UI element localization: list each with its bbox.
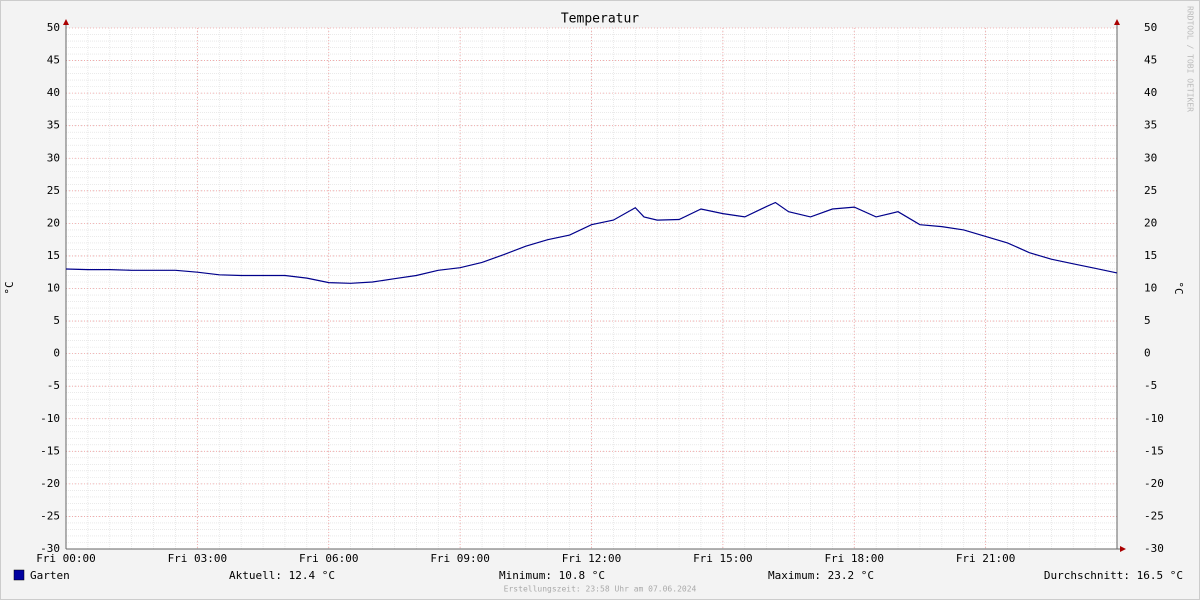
data-line (65, 201, 1118, 284)
y-tick-label: 30 (47, 151, 60, 164)
x-tick-label: Fri 03:00 (168, 552, 228, 565)
y2-tick-label: -30 (1144, 542, 1164, 555)
y2-tick-label: 15 (1144, 249, 1157, 262)
y2-tick-label: 30 (1144, 151, 1157, 164)
y2-tick-label: 0 (1144, 347, 1151, 360)
y-tick-label: -10 (40, 412, 60, 425)
y-tick-label: 15 (47, 249, 60, 262)
legend-label: Garten (30, 569, 70, 582)
y-tick-label: 0 (53, 347, 60, 360)
y2-tick-label: -5 (1144, 379, 1157, 392)
legend-swatch (13, 569, 25, 581)
axis-arrow (63, 19, 69, 25)
y2-tick-label: 5 (1144, 314, 1151, 327)
y2-tick-label: 40 (1144, 86, 1157, 99)
stat-avg: Durchschnitt: 16.5 °C (1044, 569, 1183, 582)
y-tick-label: 45 (47, 54, 60, 67)
y2-tick-label: 50 (1144, 21, 1157, 34)
y-tick-label: 40 (47, 86, 60, 99)
y2-tick-label: -10 (1144, 412, 1164, 425)
y-tick-label: 35 (47, 119, 60, 132)
axis-arrow (1120, 546, 1126, 552)
chart-title: Temperatur (561, 12, 639, 27)
y2-axis-label: °C (1172, 281, 1185, 294)
axis-arrow (1114, 19, 1120, 25)
x-tick-label: Fri 18:00 (824, 552, 884, 565)
y2-tick-label: -25 (1144, 509, 1164, 522)
stat-max: Maximum: 23.2 °C (768, 569, 874, 582)
footer: Erstellungszeit: 23:58 Uhr am 07.06.2024 (504, 585, 697, 594)
y-tick-label: -15 (40, 444, 60, 457)
y-tick-label: -20 (40, 477, 60, 490)
y-tick-label: -5 (47, 379, 60, 392)
y-tick-label: 50 (47, 21, 60, 34)
y2-tick-label: 20 (1144, 216, 1157, 229)
y2-tick-label: 10 (1144, 282, 1157, 295)
y-tick-label: -25 (40, 509, 60, 522)
y2-tick-label: -20 (1144, 477, 1164, 490)
y2-tick-label: -15 (1144, 444, 1164, 457)
y2-tick-label: 35 (1144, 119, 1157, 132)
y-tick-label: 20 (47, 216, 60, 229)
x-tick-label: Fri 06:00 (299, 552, 359, 565)
x-tick-label: Fri 15:00 (693, 552, 753, 565)
y-tick-label: -30 (40, 542, 60, 555)
y-tick-label: 10 (47, 282, 60, 295)
y-tick-label: 5 (53, 314, 60, 327)
x-tick-label: Fri 21:00 (956, 552, 1016, 565)
watermark: RRDTOOL / TOBI OETIKER (1186, 6, 1195, 112)
stat-current: Aktuell: 12.4 °C (229, 569, 335, 582)
x-tick-label: Fri 09:00 (430, 552, 490, 565)
y-tick-label: 25 (47, 184, 60, 197)
x-tick-label: Fri 00:00 (36, 552, 96, 565)
y2-tick-label: 45 (1144, 54, 1157, 67)
x-tick-label: Fri 12:00 (562, 552, 622, 565)
stat-min: Minimum: 10.8 °C (499, 569, 605, 582)
y-axis-label: °C (3, 281, 16, 294)
y2-tick-label: 25 (1144, 184, 1157, 197)
